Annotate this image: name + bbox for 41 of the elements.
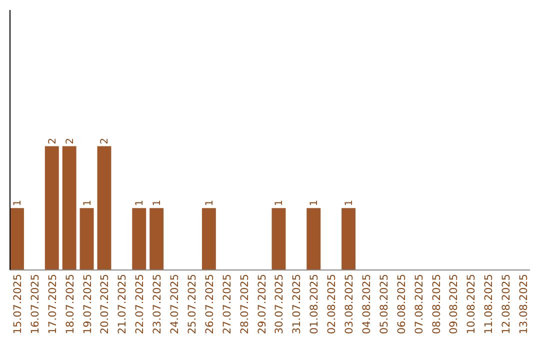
data-label: 1 bbox=[152, 200, 164, 206]
x-tick-label: 01.08.2025 bbox=[308, 274, 321, 334]
x-tick-label: 28.07.2025 bbox=[238, 274, 251, 334]
x-tick-label: 15.07.2025 bbox=[12, 274, 24, 334]
x-tick-label: 20.07.2025 bbox=[99, 274, 112, 334]
x-tick-label: 17.07.2025 bbox=[46, 274, 59, 334]
x-tick-label: 30.07.2025 bbox=[274, 274, 286, 334]
x-tick-label: 24.07.2025 bbox=[169, 274, 182, 334]
x-tick-label: 10.08.2025 bbox=[466, 274, 478, 334]
data-label: 1 bbox=[82, 200, 94, 206]
x-tick-label: 07.08.2025 bbox=[413, 274, 426, 334]
x-tick-label: 06.08.2025 bbox=[396, 274, 408, 334]
x-tick-label: 16.07.2025 bbox=[29, 274, 42, 334]
data-label: 2 bbox=[64, 138, 76, 144]
x-tick-label: 27.07.2025 bbox=[221, 274, 234, 334]
x-tick-label: 04.08.2025 bbox=[360, 274, 373, 334]
data-label: 1 bbox=[134, 200, 146, 206]
x-tick-label: 21.07.2025 bbox=[116, 274, 129, 334]
x-tick-label: 23.07.2025 bbox=[152, 274, 164, 334]
data-label: 1 bbox=[344, 200, 356, 206]
data-label: 2 bbox=[100, 138, 111, 144]
data-label: 1 bbox=[309, 200, 320, 206]
x-tick-label: 19.07.2025 bbox=[82, 274, 94, 334]
x-tick-label: 05.08.2025 bbox=[378, 274, 390, 334]
x-tick-label: 25.07.2025 bbox=[186, 274, 198, 334]
x-tick-label: 08.08.2025 bbox=[430, 274, 443, 334]
data-label: 2 bbox=[47, 138, 58, 144]
x-tick-label: 02.08.2025 bbox=[326, 274, 338, 334]
x-tick-label: 11.08.2025 bbox=[483, 274, 496, 334]
x-tick-label: 22.07.2025 bbox=[134, 274, 146, 334]
x-tick-label: 18.07.2025 bbox=[64, 274, 76, 334]
x-tick-label: 26.07.2025 bbox=[204, 274, 216, 334]
x-tick-label: 29.07.2025 bbox=[256, 274, 268, 334]
data-label: 1 bbox=[274, 200, 286, 206]
data-label: 1 bbox=[204, 200, 216, 206]
x-tick-label: 03.08.2025 bbox=[344, 274, 356, 334]
x-tick-label: 31.07.2025 bbox=[291, 274, 304, 334]
x-tick-label: 12.08.2025 bbox=[500, 274, 513, 334]
data-label: 1 bbox=[12, 200, 24, 206]
x-tick-label: 13.08.2025 bbox=[518, 274, 530, 334]
x-tick-label: 09.08.2025 bbox=[448, 274, 460, 334]
